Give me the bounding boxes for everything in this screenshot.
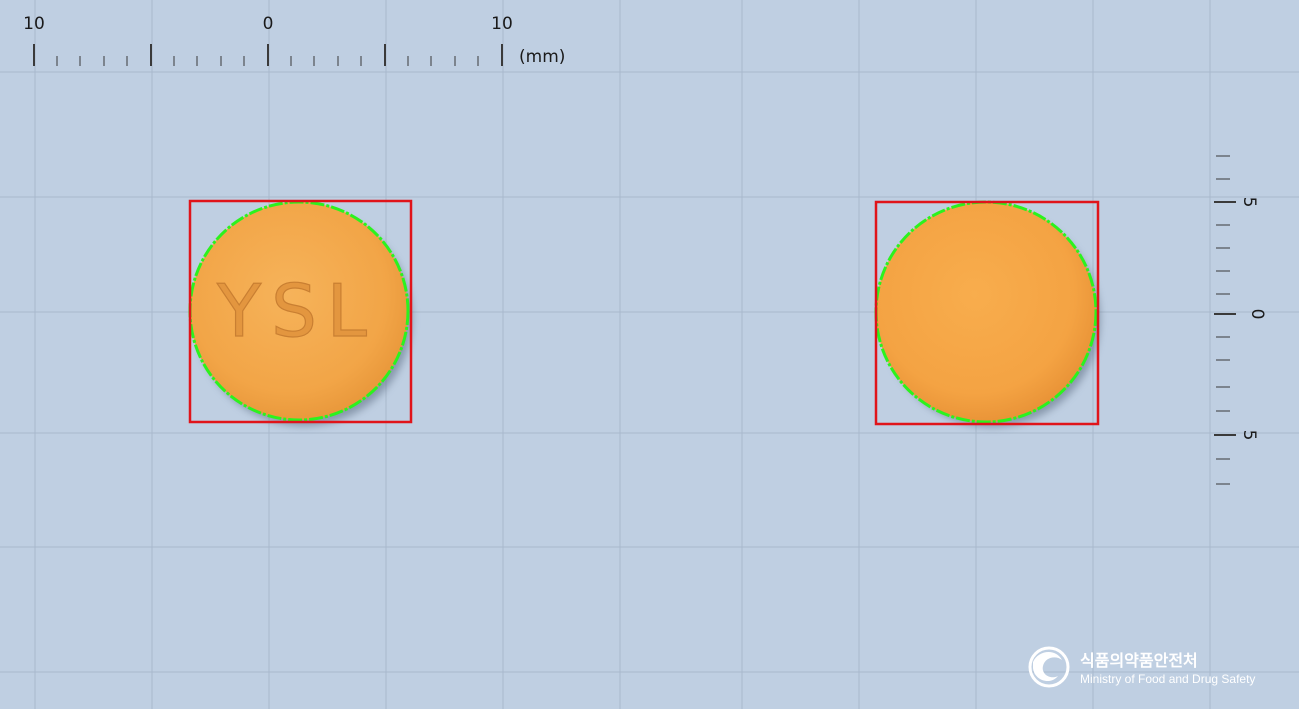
top-ruler-label-right: 10 <box>491 14 513 34</box>
pill-back-bounding-box <box>874 200 1100 426</box>
pill-back-body <box>876 202 1096 422</box>
right-ruler <box>1214 155 1236 485</box>
pill-front-imprint: YSL <box>216 269 377 353</box>
pill-front: YSL <box>188 199 413 426</box>
top-ruler-label-left: 10 <box>23 14 45 34</box>
pill-front-bounding-box <box>188 199 413 424</box>
top-ruler-unit: (mm) <box>519 47 565 67</box>
right-ruler-label-center: 0 <box>1247 309 1267 320</box>
right-ruler-label-bottom: 5 <box>1239 430 1259 441</box>
pill-back <box>874 200 1100 427</box>
right-ruler-label-top: 5 <box>1239 197 1259 208</box>
logo-korean-text: 식품의약품안전처 <box>1080 651 1198 670</box>
top-ruler <box>33 44 503 66</box>
pill-front-body <box>190 202 408 420</box>
top-ruler-label-center: 0 <box>263 14 274 34</box>
mfds-emblem-icon <box>1028 646 1070 688</box>
mfds-logo: 식품의약품안전처 Ministry of Food and Drug Safet… <box>1028 646 1255 688</box>
logo-english-text: Ministry of Food and Drug Safety <box>1080 672 1255 686</box>
